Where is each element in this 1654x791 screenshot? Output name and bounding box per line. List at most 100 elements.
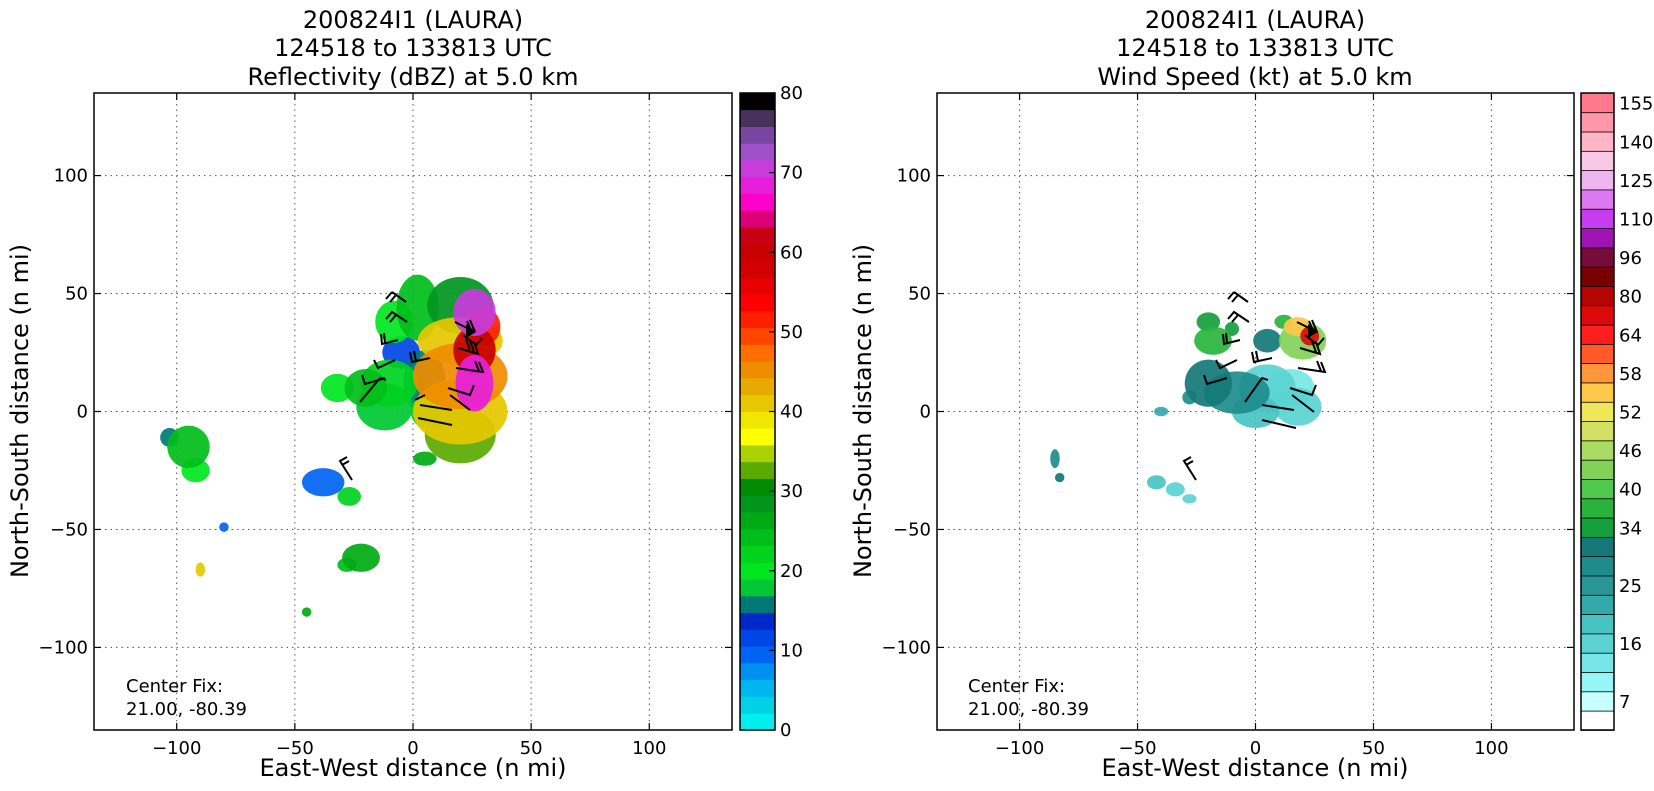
reflectivity-colorbar-label: 30 bbox=[780, 481, 803, 502]
wind-barb bbox=[1227, 291, 1249, 303]
wind-speed-field-cell bbox=[1196, 312, 1221, 332]
reflectivity-field-cell bbox=[301, 607, 312, 617]
wind-barb bbox=[1261, 419, 1297, 429]
wind-speed-colorbar-label: 125 bbox=[1619, 171, 1653, 192]
wind-speed-y-tick-label: 100 bbox=[897, 166, 931, 187]
reflectivity-colorbar-segment bbox=[740, 629, 775, 647]
wind-speed-colorbar-segment bbox=[1580, 497, 1615, 519]
reflectivity-colorbar-segment bbox=[740, 445, 775, 463]
reflectivity-colorbar-segment bbox=[740, 646, 775, 664]
reflectivity-x-tick-label: −100 bbox=[152, 738, 201, 759]
wind-speed-colorbar-segment bbox=[1580, 671, 1615, 693]
reflectivity-colorbar-segment bbox=[740, 528, 775, 547]
wind-speed-field-cell bbox=[1165, 482, 1185, 497]
reflectivity-colorbar-segment bbox=[740, 713, 775, 731]
reflectivity-colorbar-segment bbox=[740, 294, 775, 312]
reflectivity-colorbar-segment bbox=[740, 579, 775, 597]
wind-speed-colorbar-segment bbox=[1580, 285, 1615, 307]
wind-speed-colorbar-label: 140 bbox=[1619, 132, 1653, 153]
wind-speed-wind-barbs bbox=[1182, 291, 1327, 481]
wind-speed-colorbar-segment bbox=[1580, 343, 1615, 365]
reflectivity-colorbar-segment bbox=[740, 361, 775, 379]
wind-speed-colorbar-segment bbox=[1580, 247, 1615, 268]
reflectivity-panel: 200824I1 (LAURA) 124518 to 133813 UTC Re… bbox=[6, 6, 803, 782]
reflectivity-x-axis-label: East-West distance (n mi) bbox=[259, 754, 566, 782]
reflectivity-colorbar-segment bbox=[740, 377, 775, 396]
reflectivity-field-cell bbox=[167, 425, 210, 469]
reflectivity-colorbar-segment bbox=[740, 495, 775, 513]
wind-speed-colorbar-segment bbox=[1580, 536, 1615, 558]
wind-speed-colorbar-segment bbox=[1580, 555, 1615, 577]
reflectivity-colorbar-segment bbox=[740, 344, 775, 362]
reflectivity-field-cell bbox=[301, 468, 345, 497]
reflectivity-title-line1: 200824I1 (LAURA) bbox=[303, 6, 523, 34]
wind-barb bbox=[1227, 310, 1250, 323]
wind-speed-colorbar-label: 110 bbox=[1619, 209, 1653, 230]
wind-barb bbox=[457, 338, 480, 356]
reflectivity-field-cell bbox=[453, 288, 496, 337]
wind-speed-colorbar-segment bbox=[1580, 517, 1615, 538]
wind-speed-x-tick-label: 100 bbox=[1474, 738, 1508, 759]
reflectivity-field-cell bbox=[337, 486, 362, 506]
reflectivity-colorbar-label: 60 bbox=[780, 242, 803, 263]
wind-speed-colorbar-label: 155 bbox=[1619, 94, 1653, 115]
wind-barb bbox=[1244, 376, 1269, 403]
wind-speed-field-cell bbox=[1274, 387, 1322, 426]
wind-speed-colorbar: 7 16 25 34 40 46 52 58 64 80 96 110 125 140 155 bbox=[1580, 92, 1653, 731]
wind-speed-colorbar-segment bbox=[1580, 189, 1615, 210]
reflectivity-y-tick-label: −50 bbox=[50, 519, 88, 540]
reflectivity-colorbar-segment bbox=[740, 310, 775, 329]
reflectivity-colorbar-segment bbox=[740, 478, 775, 496]
wind-barb bbox=[1291, 394, 1315, 413]
reflectivity-field-cell bbox=[219, 522, 229, 532]
reflectivity-colorbar-label: 80 bbox=[780, 83, 803, 104]
reflectivity-field-cell bbox=[320, 373, 354, 403]
wind-speed-colorbar-segment bbox=[1580, 208, 1615, 229]
reflectivity-colorbar-segment bbox=[740, 461, 775, 479]
wind-speed-colorbar-segment bbox=[1580, 633, 1615, 654]
reflectivity-colorbar-segment bbox=[740, 227, 775, 245]
reflectivity-center-fix-label: Center Fix: bbox=[126, 676, 223, 697]
reflectivity-colorbar-segment bbox=[740, 277, 775, 295]
wind-speed-field-cell bbox=[1224, 321, 1239, 337]
wind-speed-colorbar-segment bbox=[1580, 131, 1615, 152]
wind-speed-colorbar-label: 64 bbox=[1619, 325, 1642, 346]
wind-speed-colorbar-segment bbox=[1580, 401, 1615, 422]
reflectivity-colorbar-segment bbox=[740, 126, 775, 144]
wind-barb bbox=[1299, 340, 1322, 356]
wind-speed-field-cell bbox=[1253, 328, 1282, 353]
wind-speed-colorbar-label: 80 bbox=[1619, 287, 1642, 308]
reflectivity-colorbar-segment bbox=[740, 595, 775, 614]
wind-barb bbox=[417, 417, 453, 426]
wind-barb bbox=[1222, 332, 1241, 346]
wind-barb-flag bbox=[466, 324, 476, 338]
wind-speed-axis-ticks: −100 −50 0 50 100 −100 −50 0 50 100 bbox=[882, 93, 1574, 759]
wind-speed-panel: 200824I1 (LAURA) 124518 to 133813 UTC Wi… bbox=[849, 6, 1653, 782]
reflectivity-colorbar-segment bbox=[740, 612, 775, 630]
wind-barb bbox=[385, 291, 407, 303]
reflectivity-colorbar-segment bbox=[740, 243, 775, 262]
reflectivity-colorbar-segment bbox=[740, 545, 775, 563]
reflectivity-y-tick-label: 100 bbox=[54, 166, 88, 187]
wind-barb bbox=[447, 384, 475, 397]
reflectivity-colorbar-segment bbox=[740, 411, 775, 429]
reflectivity-colorbar-segment bbox=[740, 160, 775, 178]
wind-speed-colorbar-segment bbox=[1580, 613, 1615, 635]
wind-speed-y-tick-label: 0 bbox=[920, 402, 931, 423]
wind-barb bbox=[419, 404, 453, 411]
reflectivity-colorbar-segment bbox=[740, 260, 775, 278]
reflectivity-y-tick-label: −100 bbox=[39, 637, 88, 658]
wind-speed-colorbar-segment bbox=[1580, 324, 1615, 345]
wind-speed-colorbar-label: 58 bbox=[1619, 364, 1642, 385]
wind-barb bbox=[338, 456, 353, 481]
wind-barb bbox=[1215, 359, 1238, 370]
wind-speed-y-axis-label: North-South distance (n mi) bbox=[849, 244, 877, 578]
wind-barb bbox=[359, 376, 387, 403]
wind-speed-colorbar-segment bbox=[1580, 478, 1615, 500]
reflectivity-colorbar-label: 50 bbox=[780, 322, 803, 343]
wind-speed-colorbar-label: 96 bbox=[1619, 248, 1642, 269]
wind-speed-colorbar-label: 40 bbox=[1619, 480, 1642, 501]
wind-speed-colorbar-frame bbox=[1580, 92, 1615, 731]
reflectivity-colorbar-segment bbox=[740, 428, 775, 446]
